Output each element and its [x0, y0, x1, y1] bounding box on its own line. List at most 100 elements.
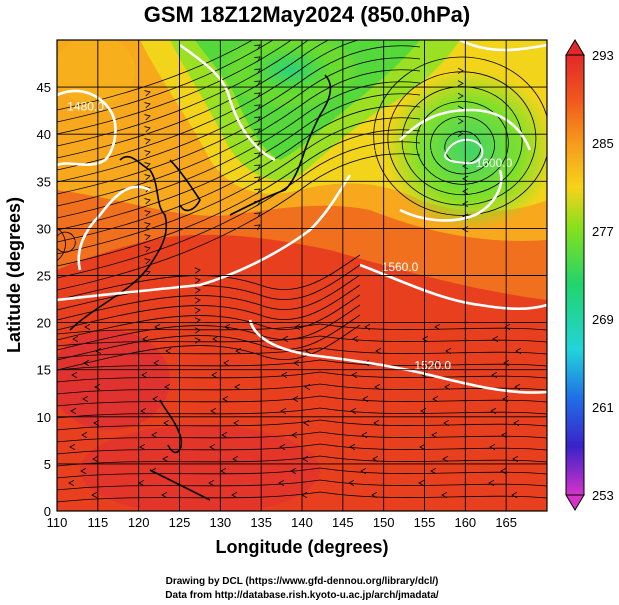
- y-tick-label: 45: [37, 80, 51, 95]
- streamline-arrow: [71, 371, 78, 379]
- x-axis-label: Longitude (degrees): [215, 537, 388, 557]
- streamline-arrow: [140, 407, 147, 415]
- streamline: [57, 395, 547, 407]
- height-contours: [57, 40, 547, 394]
- streamline-arrow: [93, 419, 100, 427]
- x-tick-label: 110: [47, 515, 68, 530]
- streamline-arrow: [81, 431, 88, 439]
- streamline-arrow: [443, 419, 450, 427]
- contour-1480-west: [57, 89, 117, 167]
- streamline: [57, 443, 547, 455]
- streamline-arrow: [165, 347, 172, 355]
- contour-1560: [57, 174, 352, 302]
- streamline: [57, 40, 254, 111]
- streamline-arrow: [432, 395, 439, 403]
- streamline-arrow: [194, 267, 201, 274]
- streamline-arrow: [254, 152, 261, 159]
- streamline-arrow: [442, 455, 449, 463]
- streamline: [57, 105, 421, 243]
- streamline-arrow: [371, 491, 378, 499]
- coastline-philippines: [159, 399, 183, 454]
- contour-label: 1600.0: [476, 156, 513, 170]
- streamline-arrow: [194, 277, 201, 284]
- streamline-arrow: [139, 443, 146, 451]
- contour-high-center: [443, 138, 484, 165]
- streamline-arrow: [462, 226, 469, 233]
- streamline: [57, 359, 547, 371]
- streamline-arrow: [361, 431, 368, 439]
- streamline: [430, 115, 495, 175]
- contour-labels: 1480.0 1600.0 1560.0 1520.0: [67, 100, 512, 373]
- coastline-japan: [229, 74, 332, 216]
- streamline-arrow: [278, 479, 285, 487]
- coastline-borneo: [149, 469, 211, 501]
- streamline-arrow: [351, 371, 358, 379]
- streamline-arrow: [501, 431, 508, 439]
- streamline: [401, 86, 523, 196]
- streamline-arrow: [441, 491, 448, 499]
- streamline-arrow: [144, 174, 151, 181]
- streamline: [373, 56, 547, 216]
- colorbar-tick-label: 285: [592, 136, 614, 151]
- streamline-arrow: [349, 443, 356, 451]
- y-tick-label: 40: [37, 127, 51, 142]
- streamline-arrow: [144, 258, 151, 265]
- streamline-arrow: [511, 491, 518, 499]
- streamline: [57, 40, 360, 171]
- streamline: [57, 455, 547, 467]
- streamline-arrow: [462, 163, 469, 170]
- streamline-arrow: [153, 359, 160, 367]
- streamline: [57, 129, 421, 267]
- y-tick-label: 30: [37, 221, 51, 236]
- streamline-arrow: [303, 419, 310, 427]
- streamline-arrow: [80, 467, 87, 475]
- plot-area: 1480.0 1600.0 1560.0 1520.0: [57, 40, 547, 511]
- y-tick-label: 10: [37, 410, 51, 425]
- streamline-arrow: [92, 455, 99, 463]
- streamline: [57, 40, 293, 135]
- y-tick-label: 25: [37, 269, 51, 284]
- streamline-arrow: [254, 164, 261, 171]
- x-tick-label: 120: [128, 515, 150, 530]
- streamline-arrow: [72, 335, 79, 343]
- streamline-arrow: [279, 443, 286, 451]
- streamline-arrow: [144, 162, 151, 169]
- streamline-arrow: [504, 323, 511, 331]
- streamline-arrow: [141, 371, 148, 379]
- streamline-arrow: [162, 455, 169, 463]
- streamline-arrow: [304, 383, 311, 391]
- streamline-arrow: [254, 68, 261, 75]
- streamline: [57, 264, 361, 311]
- x-tick-label: 155: [414, 515, 436, 530]
- streamline: [57, 284, 361, 331]
- streamline-arrow: [488, 479, 495, 487]
- streamline-arrow: [144, 114, 151, 121]
- streamline-arrow: [348, 479, 355, 487]
- streamline-arrow: [144, 210, 151, 217]
- streamline: [57, 153, 421, 291]
- streamline-arrow: [144, 222, 151, 229]
- streamline-arrow: [194, 297, 201, 304]
- streamline-arrow: [223, 359, 230, 367]
- y-tick-label: 15: [37, 363, 51, 378]
- streamline-arrow: [350, 407, 357, 415]
- streamline-arrow: [144, 90, 151, 97]
- contour-1600-north: [399, 108, 532, 151]
- streamline-arrow: [254, 44, 261, 51]
- y-tick-label: 5: [44, 457, 51, 472]
- streamline-arrow: [254, 212, 261, 219]
- streamline-arrow: [232, 455, 239, 463]
- streamline-arrow: [222, 395, 229, 403]
- contour-label: 1520.0: [414, 359, 451, 373]
- x-tick-label: 135: [250, 515, 272, 530]
- streamline: [57, 347, 547, 359]
- streamline-arrow: [360, 467, 367, 475]
- colorbar: 293 285 277 269 261 253: [565, 39, 614, 511]
- streamline-arrow: [462, 175, 469, 182]
- streamline: [57, 45, 421, 183]
- x-tick-label: 160: [454, 515, 476, 530]
- colorbar-tick-label: 253: [592, 488, 614, 503]
- y-tick-label: 35: [37, 174, 51, 189]
- x-tick-label: 125: [169, 515, 191, 530]
- streamline-arrow: [69, 443, 76, 451]
